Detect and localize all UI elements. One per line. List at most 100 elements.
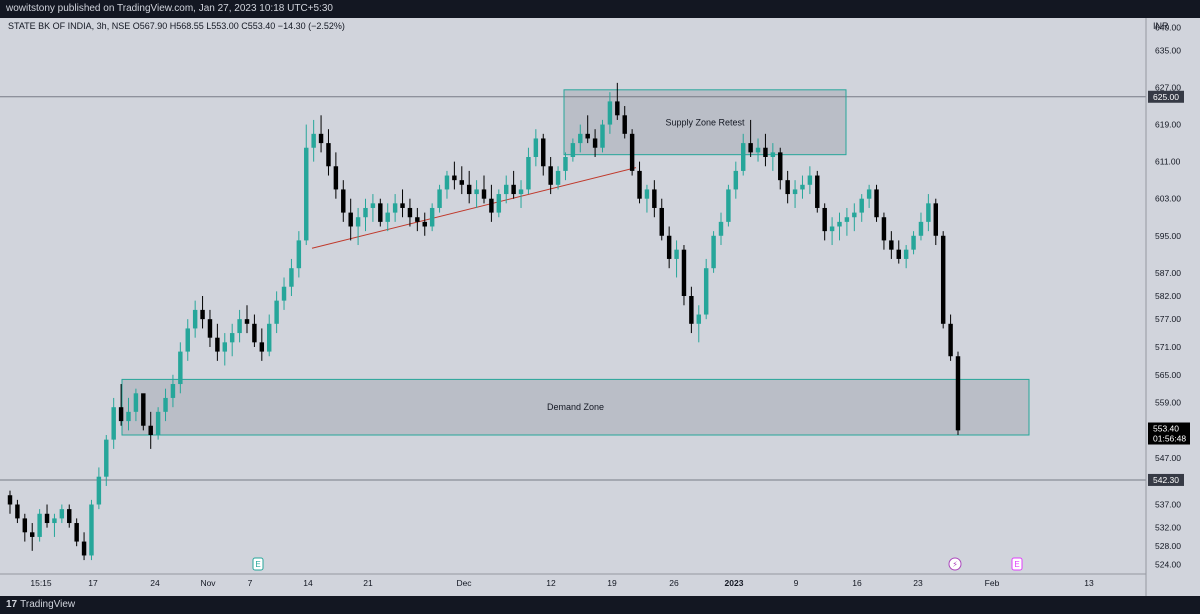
candle bbox=[822, 203, 827, 241]
candle bbox=[437, 184, 442, 213]
candle bbox=[207, 309, 213, 347]
candlestick-chart[interactable]: Supply Zone Retest Demand Zone 640.00 635.… bbox=[0, 18, 1200, 596]
candle-body bbox=[215, 337, 220, 352]
candle bbox=[407, 198, 413, 227]
tradingview-brand[interactable]: 17 TradingView bbox=[6, 596, 75, 614]
publisher-text: wowitstony published on TradingView.com,… bbox=[6, 3, 333, 14]
candle bbox=[148, 411, 153, 449]
candle bbox=[792, 180, 798, 208]
candle bbox=[274, 291, 279, 334]
plot-background bbox=[0, 18, 1146, 574]
candle bbox=[785, 170, 790, 204]
candle bbox=[81, 532, 87, 561]
countdown-label: 01:56:48 bbox=[1153, 434, 1186, 444]
candle bbox=[600, 119, 605, 153]
event-marker-label: E bbox=[255, 560, 260, 569]
candle-body bbox=[141, 393, 146, 426]
candle bbox=[370, 194, 376, 222]
candle-body bbox=[237, 319, 242, 334]
candle bbox=[259, 328, 265, 361]
candle bbox=[726, 184, 731, 227]
candle-body bbox=[526, 157, 531, 190]
candle-body bbox=[163, 397, 168, 412]
candle bbox=[740, 133, 746, 176]
candle bbox=[563, 152, 568, 181]
candle-body bbox=[911, 235, 916, 250]
time-tick-label: 21 bbox=[363, 578, 373, 588]
candle-body bbox=[370, 203, 376, 208]
candle-body bbox=[874, 189, 879, 218]
candle-body bbox=[252, 323, 257, 343]
candle-body bbox=[289, 268, 294, 287]
candle-body bbox=[696, 314, 702, 324]
candle-body bbox=[629, 133, 635, 171]
earnings-event-marker[interactable]: E bbox=[252, 557, 264, 571]
candle bbox=[37, 509, 42, 542]
time-tick-label: 23 bbox=[913, 578, 923, 588]
candle-body bbox=[466, 184, 472, 195]
candle bbox=[341, 180, 346, 222]
candle bbox=[111, 397, 116, 449]
candle-body bbox=[770, 152, 776, 157]
candle-body bbox=[44, 513, 50, 524]
candle-body bbox=[104, 439, 109, 477]
time-tick-label: 24 bbox=[150, 578, 160, 588]
candle bbox=[852, 203, 857, 232]
price-tick-label: 571.00 bbox=[1155, 342, 1181, 352]
candle-body bbox=[126, 411, 131, 422]
candle-body bbox=[200, 309, 205, 320]
time-tick-label: 2023 bbox=[725, 578, 744, 588]
candle bbox=[718, 212, 724, 246]
candle-body bbox=[763, 147, 768, 157]
candle bbox=[570, 138, 576, 162]
candle bbox=[200, 296, 205, 329]
candle-body bbox=[785, 180, 790, 195]
candle-body bbox=[474, 189, 479, 195]
candle bbox=[7, 490, 13, 514]
candle bbox=[896, 240, 901, 264]
time-tick-label: Feb bbox=[985, 578, 1000, 588]
time-tick-label: 17 bbox=[88, 578, 98, 588]
price-tick-label: 627.00 bbox=[1155, 83, 1181, 93]
candle bbox=[948, 314, 953, 361]
split-event-marker[interactable]: ⚡ bbox=[948, 557, 962, 571]
candle-body bbox=[185, 328, 190, 352]
candle bbox=[607, 92, 613, 134]
candle-body bbox=[67, 509, 72, 524]
candle-body bbox=[933, 203, 939, 236]
candle bbox=[89, 499, 94, 561]
chart-area[interactable]: Supply Zone Retest Demand Zone 640.00 635.… bbox=[0, 18, 1200, 596]
candle bbox=[666, 226, 672, 269]
candle-body bbox=[459, 180, 465, 185]
candle bbox=[29, 523, 35, 551]
candle bbox=[44, 504, 50, 528]
currency-label: INR bbox=[1153, 21, 1169, 31]
candle-body bbox=[52, 518, 57, 524]
candle bbox=[333, 152, 339, 199]
candle bbox=[903, 245, 909, 269]
candle bbox=[67, 504, 72, 528]
candle-body bbox=[15, 504, 20, 519]
candle-body bbox=[570, 143, 576, 157]
candle bbox=[385, 203, 390, 232]
candle-body bbox=[918, 221, 924, 236]
earnings-event-marker[interactable]: E bbox=[1011, 557, 1023, 571]
candle bbox=[548, 157, 553, 195]
candle bbox=[74, 518, 79, 547]
price-tag: 542.30 bbox=[1148, 473, 1184, 486]
candle-body bbox=[926, 203, 931, 222]
candle bbox=[363, 198, 368, 232]
demand-zone-label: Demand Zone bbox=[547, 402, 604, 412]
candle bbox=[622, 106, 627, 139]
candle-body bbox=[452, 175, 457, 181]
candle-body bbox=[274, 300, 279, 324]
candle bbox=[52, 513, 57, 537]
candle-body bbox=[207, 319, 213, 338]
candle bbox=[911, 231, 916, 255]
candle-body bbox=[81, 541, 87, 556]
candle bbox=[178, 342, 183, 394]
candle-body bbox=[733, 170, 739, 190]
candle-body bbox=[541, 138, 546, 167]
candle bbox=[163, 388, 168, 422]
candle bbox=[326, 129, 331, 176]
